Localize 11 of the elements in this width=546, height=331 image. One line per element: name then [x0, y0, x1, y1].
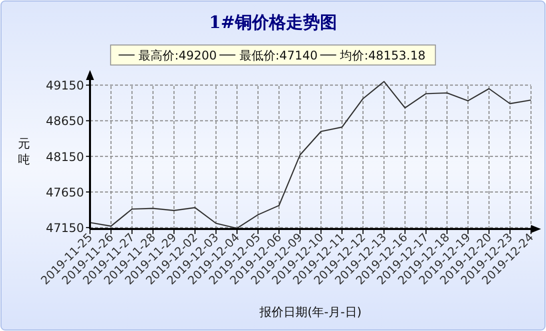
y-tick-label: 47150: [46, 221, 84, 236]
text: 最低价:47140: [239, 48, 318, 62]
x-axis-title: 报价日期(年-月-日): [258, 305, 362, 319]
y-axis-title: 元吨: [18, 136, 30, 166]
y-tick-label: 49150: [46, 78, 84, 93]
y-tick-label: 48150: [46, 150, 84, 164]
chart-title: 1#铜价格走势图: [208, 13, 338, 33]
y-tick-label: 47650: [46, 185, 84, 200]
y-tick-label: 48650: [46, 114, 84, 128]
text: 最高价:49200: [138, 48, 217, 62]
text: 均价:48153.18: [339, 48, 426, 62]
